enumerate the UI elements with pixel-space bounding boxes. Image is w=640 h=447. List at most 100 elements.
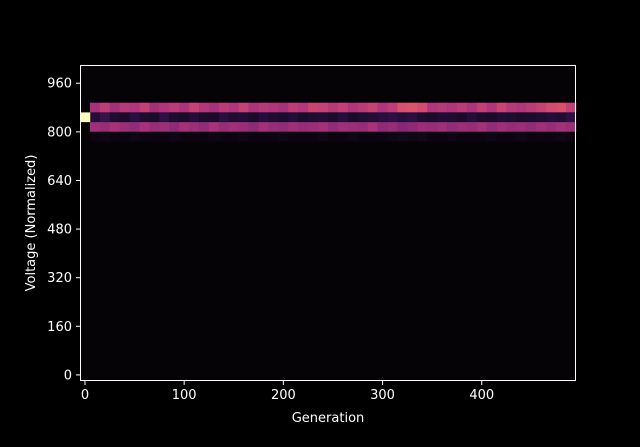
heatmap-cell bbox=[367, 131, 378, 142]
heatmap-cell bbox=[298, 102, 309, 113]
heatmap-cell bbox=[318, 122, 329, 132]
heatmap-cell bbox=[516, 122, 527, 132]
heatmap-cell bbox=[496, 122, 507, 132]
heatmap-cell bbox=[476, 112, 488, 123]
heatmap-cell bbox=[546, 102, 557, 113]
heatmap-cell bbox=[238, 102, 249, 113]
heatmap-cell bbox=[238, 112, 249, 123]
x-tick-label: 300 bbox=[370, 388, 395, 403]
heatmap-cell bbox=[308, 131, 319, 142]
heatmap-cell bbox=[199, 112, 210, 123]
heatmap-cell bbox=[427, 112, 438, 123]
heatmap-cells bbox=[80, 102, 577, 142]
heatmap-cell bbox=[447, 131, 458, 142]
heatmap-cell bbox=[189, 131, 200, 142]
heatmap-cell bbox=[228, 112, 240, 123]
heatmap-cell bbox=[109, 102, 120, 113]
heatmap-cell bbox=[179, 131, 190, 142]
heatmap-cell bbox=[159, 102, 170, 113]
heatmap-cell bbox=[387, 102, 398, 113]
heatmap-cell bbox=[516, 131, 527, 142]
heatmap-cell bbox=[377, 112, 388, 123]
heatmap-cell bbox=[129, 122, 140, 132]
heatmap-cell bbox=[99, 102, 111, 113]
heatmap-cell bbox=[407, 131, 418, 142]
heatmap-cell bbox=[506, 102, 517, 113]
heatmap-cell bbox=[248, 131, 259, 142]
y-tick-label: 160 bbox=[47, 320, 72, 335]
heatmap-cell bbox=[208, 112, 220, 123]
heatmap-cell bbox=[89, 102, 101, 113]
heatmap-cell bbox=[536, 131, 547, 142]
x-tick-label: 0 bbox=[81, 388, 89, 403]
y-axis-label: Voltage (Normalized) bbox=[24, 155, 39, 292]
heatmap-cell bbox=[288, 122, 299, 132]
y-tick-label: 800 bbox=[47, 125, 72, 140]
y-tick-label: 0 bbox=[64, 368, 72, 383]
heatmap-cell bbox=[258, 122, 269, 132]
heatmap-cell bbox=[268, 112, 279, 123]
heatmap-cell bbox=[437, 131, 448, 142]
heatmap-cell bbox=[417, 112, 428, 123]
heatmap-cell bbox=[268, 122, 279, 132]
heatmap-cell bbox=[179, 112, 190, 123]
heatmap-cell bbox=[218, 122, 230, 132]
heatmap-cell bbox=[546, 112, 557, 123]
heatmap-cell bbox=[288, 112, 299, 123]
y-tick-label: 960 bbox=[47, 77, 72, 92]
heatmap-cell bbox=[546, 122, 557, 132]
heatmap-cell bbox=[417, 131, 428, 142]
heatmap-cell bbox=[437, 102, 448, 113]
heatmap-cell bbox=[367, 102, 378, 113]
heatmap-cell bbox=[80, 112, 91, 123]
heatmap-cell bbox=[566, 102, 577, 113]
heatmap-cell bbox=[357, 112, 368, 123]
heatmap-cell bbox=[496, 131, 507, 142]
heatmap-cell bbox=[189, 102, 200, 113]
heatmap-cell bbox=[357, 102, 368, 113]
heatmap-cell bbox=[278, 122, 289, 132]
heatmap-cell bbox=[109, 131, 120, 142]
heatmap-cell bbox=[298, 122, 309, 132]
heatmap-cell bbox=[288, 102, 299, 113]
heatmap-cell bbox=[387, 122, 398, 132]
heatmap-cell bbox=[228, 131, 240, 142]
heatmap-cell bbox=[536, 122, 547, 132]
heatmap-cell bbox=[169, 102, 180, 113]
heatmap-cell bbox=[99, 122, 111, 132]
heatmap-cell bbox=[278, 102, 289, 113]
heatmap-cell bbox=[199, 131, 210, 142]
plot-frame bbox=[80, 65, 576, 381]
heatmap-cell bbox=[387, 131, 398, 142]
heatmap-cell bbox=[208, 131, 220, 142]
heatmap-cell bbox=[318, 102, 329, 113]
heatmap-cell bbox=[149, 102, 160, 113]
heatmap-cell bbox=[238, 131, 249, 142]
heatmap-cell bbox=[367, 122, 378, 132]
heatmap-cell bbox=[278, 131, 289, 142]
heatmap-cell bbox=[347, 122, 359, 132]
heatmap-cell bbox=[397, 112, 408, 123]
heatmap-cell bbox=[466, 102, 478, 113]
heatmap-cell bbox=[308, 122, 319, 132]
heatmap-cell bbox=[199, 102, 210, 113]
heatmap-cell bbox=[447, 102, 458, 113]
heatmap-cell bbox=[169, 131, 180, 142]
heatmap-cell bbox=[258, 102, 269, 113]
heatmap-cell bbox=[427, 102, 438, 113]
heatmap-cell bbox=[99, 131, 111, 142]
heatmap-cell bbox=[387, 112, 398, 123]
heatmap-cell bbox=[218, 102, 230, 113]
y-tick-label: 640 bbox=[47, 174, 72, 189]
heatmap-cell bbox=[268, 102, 279, 113]
heatmap-cell bbox=[89, 122, 101, 132]
heatmap-cell bbox=[308, 102, 319, 113]
heatmap-cell bbox=[566, 122, 577, 132]
heatmap-cell bbox=[139, 102, 150, 113]
heatmap-cell bbox=[437, 122, 448, 132]
heatmap-cell bbox=[397, 122, 408, 132]
heatmap-cell bbox=[189, 122, 200, 132]
heatmap-cell bbox=[238, 122, 249, 132]
heatmap-cell bbox=[417, 102, 428, 113]
